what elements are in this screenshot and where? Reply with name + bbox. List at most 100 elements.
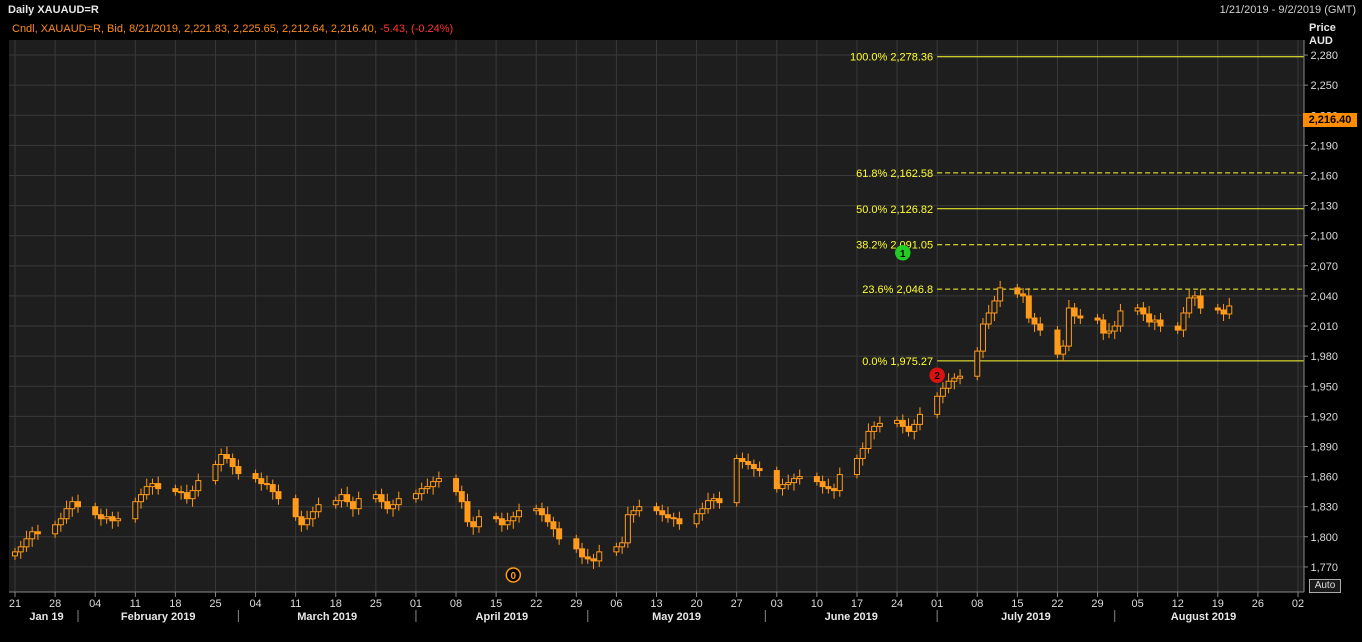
auto-scale-button[interactable]: Auto	[1309, 579, 1341, 593]
candle-body	[785, 482, 792, 486]
y-tick-label: 2,130	[1310, 201, 1338, 213]
candle-body	[218, 454, 225, 466]
candle-body	[596, 551, 603, 562]
candle-body	[1054, 329, 1061, 355]
x-tick-label: 15	[490, 598, 502, 610]
x-tick-label: 08	[450, 598, 462, 610]
last-price-badge: 2,216.40	[1303, 113, 1357, 127]
candle-body	[149, 483, 156, 488]
candle-body	[951, 377, 958, 382]
candle-body	[579, 548, 586, 558]
candles	[12, 280, 1233, 569]
candle-body	[1157, 319, 1164, 327]
candle-body	[865, 430, 872, 449]
candle-body	[23, 538, 30, 548]
candle-body	[899, 419, 906, 427]
price-axis-label-line1: Price	[1309, 22, 1336, 34]
x-tick-label: 28	[49, 598, 61, 610]
candle-body	[475, 516, 482, 528]
candle-body	[1186, 297, 1193, 314]
y-tick-label: 2,100	[1310, 231, 1338, 243]
candle-body	[624, 514, 631, 544]
candle-body	[556, 528, 563, 540]
candle-body	[229, 458, 236, 468]
y-tick-label: 2,160	[1310, 170, 1338, 182]
x-tick-label: 10	[811, 598, 823, 610]
quote-line: Cndl, XAUAUD=R, Bid, 8/21/2019, 2,221.83…	[12, 23, 453, 35]
candle-body	[395, 498, 402, 506]
candle-body	[584, 556, 591, 560]
candle-body	[183, 492, 190, 500]
candle-body	[779, 484, 786, 490]
candle-body	[859, 447, 866, 460]
candle-body	[905, 425, 912, 432]
candle-body	[985, 312, 992, 325]
quote-change: -5.43, (-0.24%)	[379, 23, 454, 35]
candle-body	[1077, 315, 1084, 319]
candle-body	[630, 510, 637, 516]
candle-body	[1065, 307, 1072, 347]
candle-body	[504, 520, 511, 526]
x-tick-label: 02	[1292, 598, 1304, 610]
x-tick-label: 01	[410, 598, 422, 610]
candle-body	[258, 478, 265, 485]
candle-body	[378, 494, 385, 503]
candle-body	[876, 422, 883, 427]
candle-body	[269, 484, 276, 493]
fib-level-label: 61.8% 2,162.58	[856, 168, 933, 180]
fib-level-label: 50.0% 2,126.82	[856, 204, 933, 216]
marker-badge	[505, 567, 522, 583]
candle-body	[1151, 319, 1158, 323]
y-tick-label: 1,830	[1310, 502, 1338, 514]
candle-body	[235, 466, 242, 475]
candle-body	[1111, 325, 1118, 332]
y-tick-label: 1,920	[1310, 411, 1338, 423]
candle-body	[103, 516, 110, 520]
candle-body	[223, 454, 230, 460]
x-tick-label: 29	[1091, 598, 1103, 610]
candle-body	[17, 546, 24, 553]
x-tick-label: 18	[330, 598, 342, 610]
candle-body	[871, 425, 878, 432]
candle-body	[750, 464, 757, 470]
date-range: 1/21/2019 - 9/2/2019 (GMT)	[1219, 4, 1356, 16]
grid	[9, 40, 1304, 592]
candle-body	[1140, 307, 1147, 315]
x-tick-label: 22	[530, 598, 542, 610]
candle-body	[836, 474, 843, 492]
x-tick-label: 21	[9, 598, 21, 610]
x-tick-label: 20	[690, 598, 702, 610]
candle-body	[997, 287, 1004, 302]
candle-body	[109, 516, 116, 522]
candle-body	[790, 478, 797, 484]
candle-body	[178, 491, 185, 494]
fib-level-label: 0.0% 1,975.27	[862, 356, 933, 368]
candle-body	[390, 504, 397, 510]
candle-body	[57, 518, 64, 526]
candle-body	[172, 488, 179, 493]
candle-body	[212, 464, 219, 482]
x-tick-label: 19	[1212, 598, 1224, 610]
candle-body	[957, 375, 964, 379]
candle-body	[92, 506, 99, 516]
candle-body	[349, 501, 356, 510]
marker-label: 0	[511, 571, 517, 582]
price-axis-label: Price AUD	[1309, 22, 1336, 48]
candle-body	[1214, 307, 1221, 311]
candle-body	[292, 498, 299, 518]
x-tick-label: 25	[209, 598, 221, 610]
x-tick-label: 24	[891, 598, 903, 610]
candle-body	[1037, 323, 1044, 331]
fib-level-label: 23.6% 2,046.8	[862, 284, 933, 296]
candle-body	[344, 494, 351, 503]
candle-body	[653, 506, 660, 512]
x-axis: 21 28 04 11 18 25 04 11 18 25 01 08 15 22 29 06 13 20 27 03…	[9, 591, 1304, 623]
y-tick-label: 1,950	[1310, 381, 1338, 393]
month-label: April 2019	[476, 611, 529, 623]
candle-body	[75, 501, 82, 508]
x-tick-label: 15	[1011, 598, 1023, 610]
candle-body	[1134, 307, 1141, 312]
candle-body	[435, 478, 442, 483]
